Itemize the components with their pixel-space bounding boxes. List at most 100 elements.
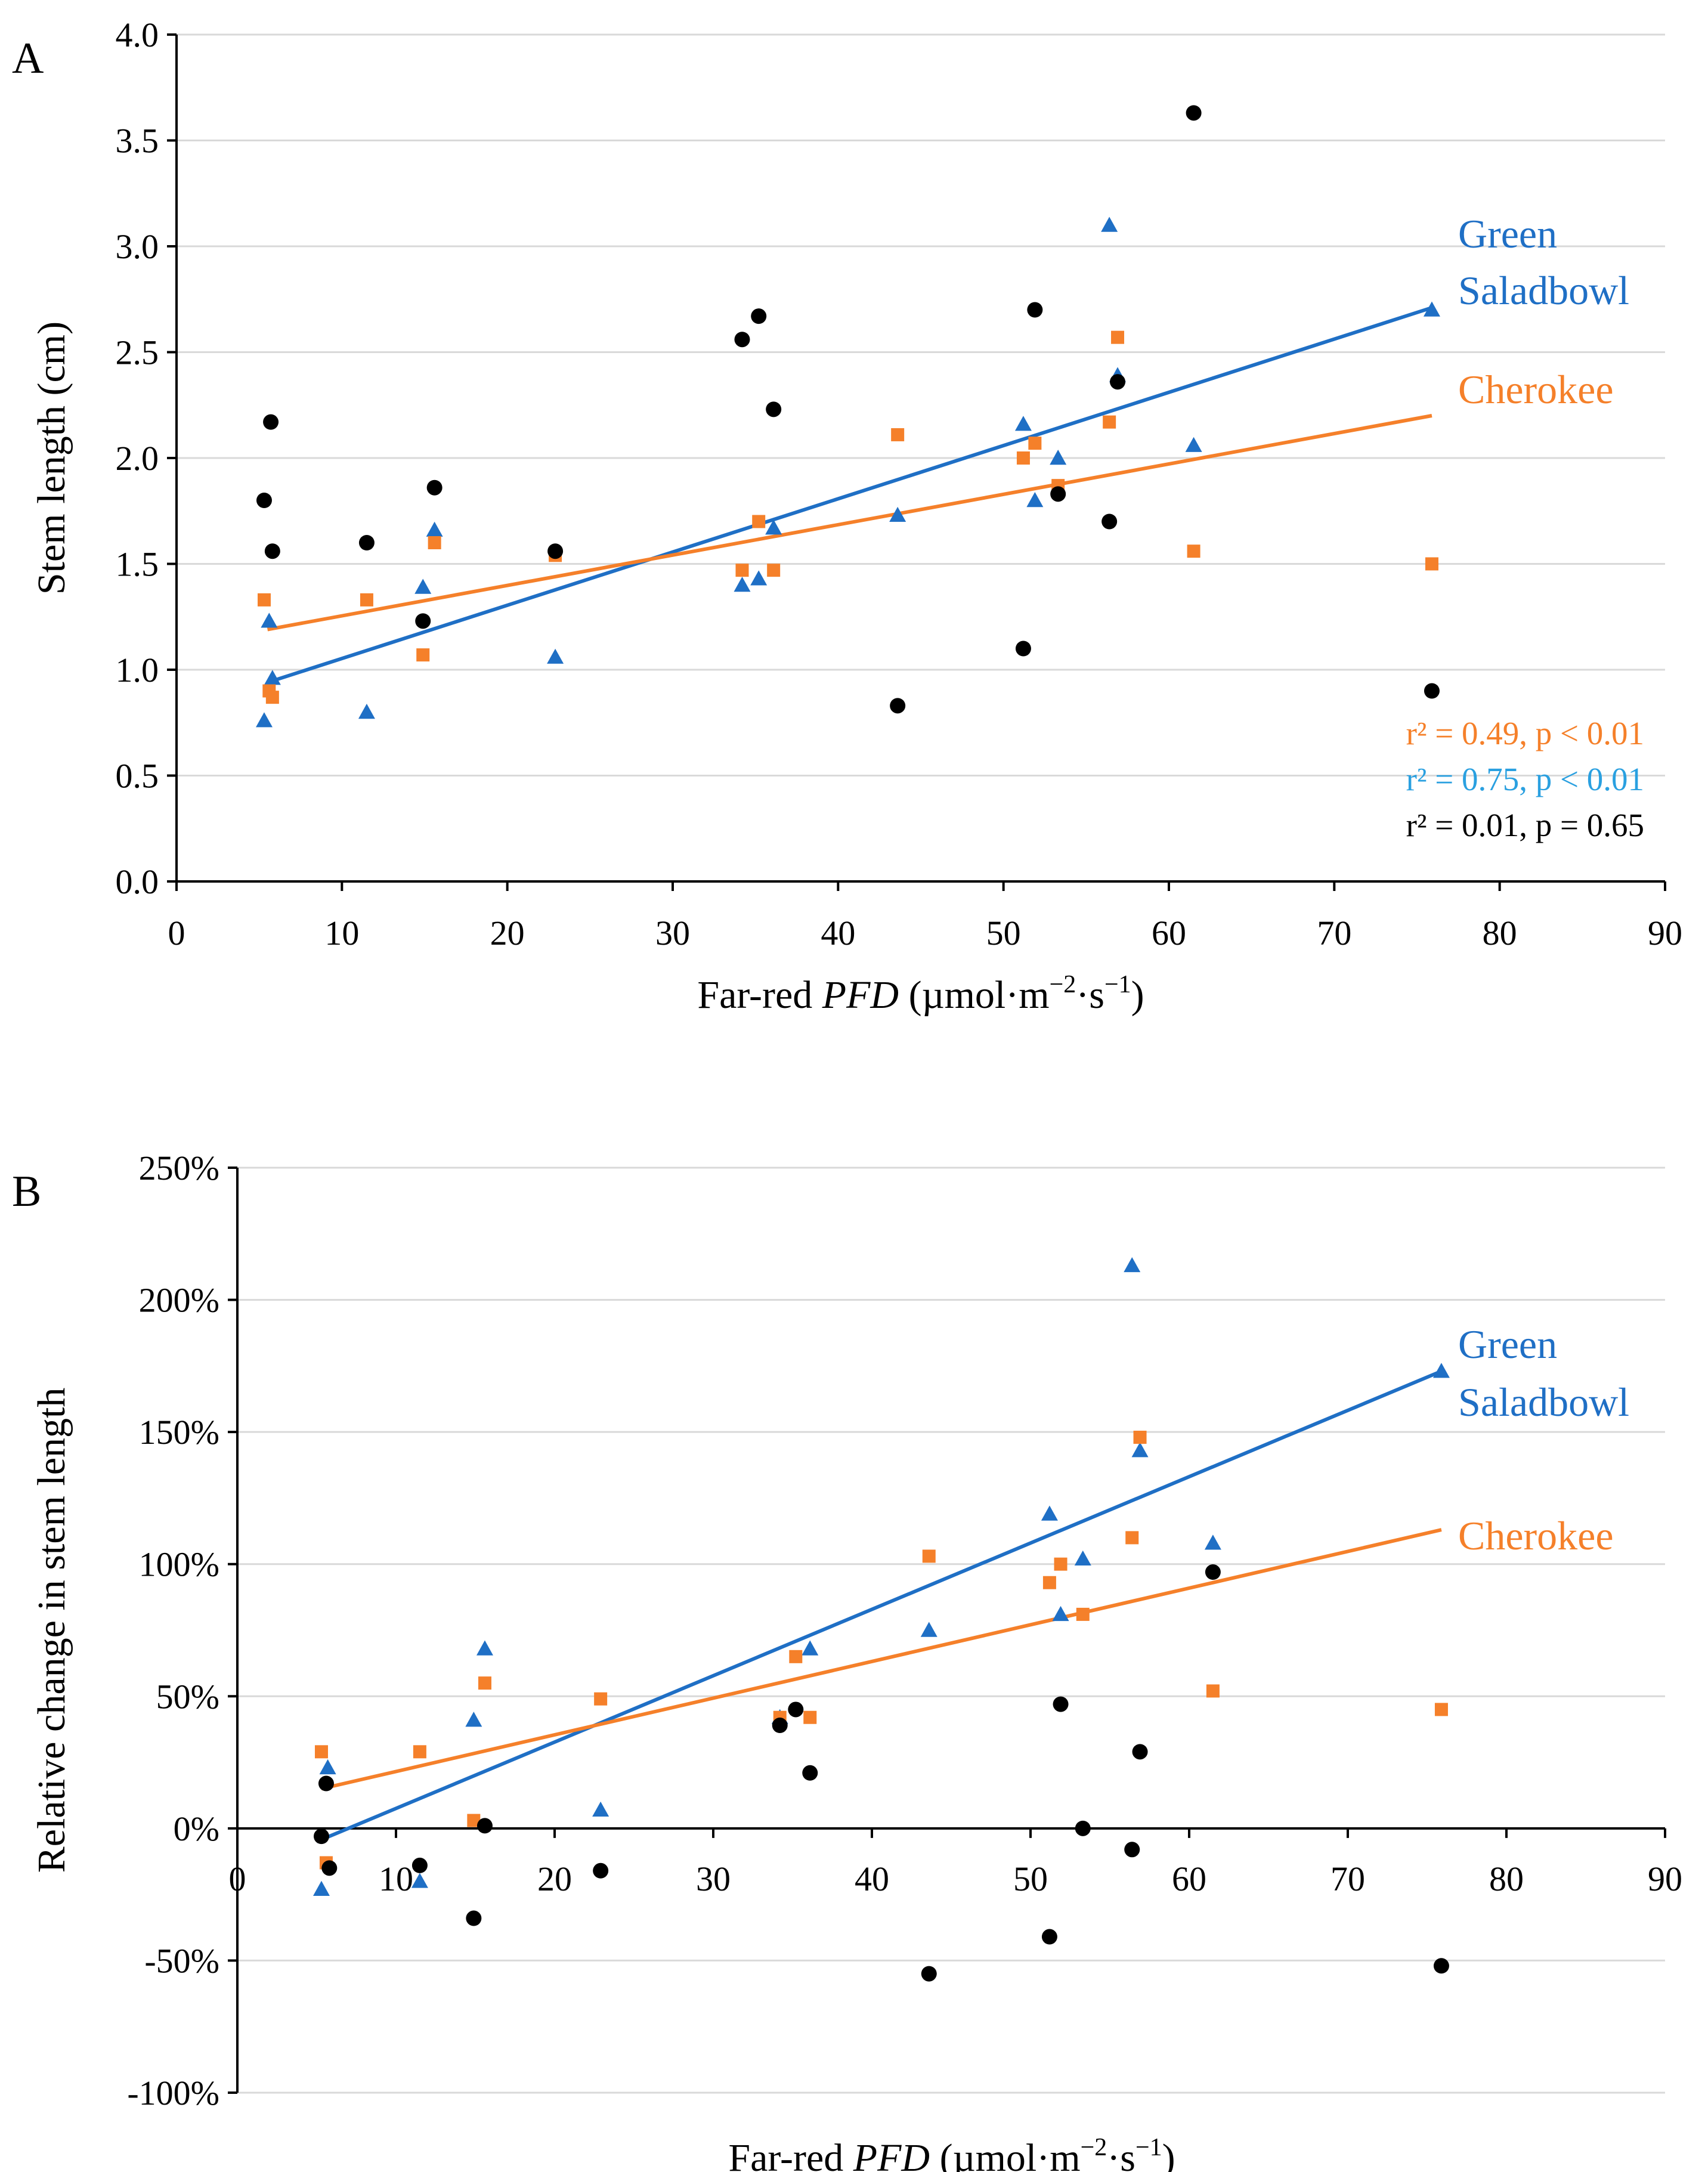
point-green-saladbowl: [312, 1880, 330, 1896]
point-green-saladbowl: [319, 1759, 336, 1775]
y-axis-label: Relative change in stem length: [30, 1388, 73, 1873]
y-tick-label: 3.5: [116, 122, 159, 160]
trendline-green-saladbowl: [267, 306, 1432, 685]
series-label-green-saladbowl: Green: [1458, 211, 1557, 256]
point-third-cultivar: [593, 1862, 609, 1879]
point-third-cultivar: [890, 698, 906, 714]
x-axis-label-part: ): [1131, 973, 1144, 1017]
x-tick-label: 60: [1172, 1859, 1206, 1898]
point-green-saladbowl: [592, 1801, 609, 1817]
point-green-saladbowl: [476, 1640, 493, 1656]
point-third-cultivar: [426, 479, 443, 496]
x-tick-label: 70: [1330, 1859, 1365, 1898]
x-tick-label: 10: [324, 914, 359, 952]
y-tick-label: 250%: [139, 1149, 219, 1187]
x-tick-label: 90: [1648, 914, 1682, 952]
regression-stat: r² = 0.01, p = 0.65: [1406, 807, 1644, 843]
y-tick-label: 1.0: [116, 651, 159, 689]
y-tick-label: 150%: [139, 1413, 219, 1452]
point-cherokee: [413, 1745, 426, 1759]
point-green-saladbowl: [547, 648, 564, 664]
point-cherokee: [735, 564, 749, 577]
x-tick-label: 70: [1317, 914, 1351, 952]
point-green-saladbowl: [1204, 1534, 1221, 1550]
x-tick-label: 20: [537, 1859, 572, 1898]
series-label-cherokee: Cherokee: [1458, 367, 1614, 412]
x-axis-label-part: PFD: [822, 973, 899, 1017]
point-cherokee: [1103, 415, 1116, 429]
point-green-saladbowl: [765, 519, 782, 535]
point-third-cultivar: [1424, 683, 1440, 699]
point-third-cultivar: [411, 1857, 428, 1873]
point-green-saladbowl: [358, 704, 375, 719]
point-cherokee: [1425, 557, 1438, 571]
point-third-cultivar: [358, 535, 375, 550]
point-green-saladbowl: [1050, 450, 1067, 465]
point-cherokee: [789, 1650, 803, 1663]
point-third-cultivar: [1053, 1696, 1069, 1712]
point-cherokee: [594, 1692, 608, 1706]
point-third-cultivar: [321, 1860, 338, 1876]
regression-stat: r² = 0.75, p < 0.01: [1406, 761, 1644, 797]
point-green-saladbowl: [255, 712, 273, 728]
y-tick-label: 100%: [139, 1545, 219, 1584]
y-tick-label: 2.5: [116, 333, 159, 372]
y-tick-label: 50%: [156, 1677, 219, 1716]
point-third-cultivar: [1132, 1744, 1148, 1760]
regression-stat: r² = 0.49, p < 0.01: [1406, 715, 1644, 751]
point-third-cultivar: [1041, 1929, 1057, 1945]
y-tick-label: 4.0: [116, 16, 159, 54]
point-cherokee: [891, 428, 905, 441]
point-third-cultivar: [1015, 641, 1031, 657]
point-green-saladbowl: [1014, 416, 1032, 431]
y-tick-label: 0.0: [116, 862, 159, 901]
point-cherokee: [922, 1549, 936, 1563]
point-green-saladbowl: [1124, 1257, 1141, 1273]
x-tick-label: 50: [986, 914, 1021, 952]
panel-label: A: [12, 34, 44, 83]
point-third-cultivar: [734, 332, 750, 348]
series-label-cherokee: Cherokee: [1458, 1513, 1614, 1558]
point-cherokee: [1187, 544, 1200, 558]
point-cherokee: [1111, 330, 1125, 344]
point-third-cultivar: [1433, 1958, 1449, 1974]
x-tick-label: 90: [1648, 1859, 1682, 1898]
chart-panel-a: 0.0 0.5 1.0 1.5 2.0 2.5 3.0 3.5 4.0 0 10 20 30 40 50 60…: [12, 16, 1682, 1017]
point-cherokee: [1133, 1431, 1147, 1444]
point-cherokee: [1125, 1531, 1139, 1545]
trendline-cherokee: [321, 1528, 1442, 1791]
point-cherokee: [416, 648, 430, 662]
point-cherokee: [265, 691, 279, 704]
point-green-saladbowl: [1041, 1505, 1058, 1521]
x-axis-label-part: −2: [1081, 2134, 1107, 2161]
x-axis-label-part: Far-red: [728, 2136, 853, 2172]
point-third-cultivar: [921, 1966, 937, 1982]
point-third-cultivar: [263, 414, 279, 430]
x-axis-label-part: −1: [1135, 2134, 1162, 2161]
point-third-cultivar: [415, 613, 431, 629]
x-axis-label-part: −1: [1104, 971, 1131, 998]
trendline-green-saladbowl: [315, 1369, 1443, 1843]
point-green-saladbowl: [734, 577, 751, 592]
y-tick-label: 200%: [139, 1281, 219, 1320]
x-axis-label: Far-red PFD (µmol·m−2·s−1): [697, 971, 1144, 1017]
point-green-saladbowl: [414, 578, 432, 594]
point-cherokee: [752, 515, 766, 528]
point-cherokee: [1206, 1684, 1220, 1698]
x-tick-label: 40: [855, 1859, 889, 1898]
y-tick-label: -100%: [127, 2074, 219, 2112]
y-tick-label: 0%: [174, 1809, 219, 1848]
x-axis-label-part: ): [1162, 2136, 1175, 2172]
x-axis-label-part: −2: [1050, 971, 1076, 998]
y-axis-label: Stem length (cm): [30, 321, 73, 595]
panel-label: B: [12, 1167, 41, 1216]
point-third-cultivar: [256, 493, 272, 508]
x-tick-label: 0: [229, 1859, 246, 1898]
y-tick-label: 1.5: [116, 545, 159, 584]
x-axis-label: Far-red PFD (µmol·m−2·s−1): [728, 2134, 1175, 2172]
point-third-cultivar: [772, 1718, 788, 1734]
x-axis-label-part: ·s: [1107, 2136, 1135, 2172]
point-third-cultivar: [476, 1818, 493, 1834]
point-cherokee: [314, 1745, 328, 1759]
